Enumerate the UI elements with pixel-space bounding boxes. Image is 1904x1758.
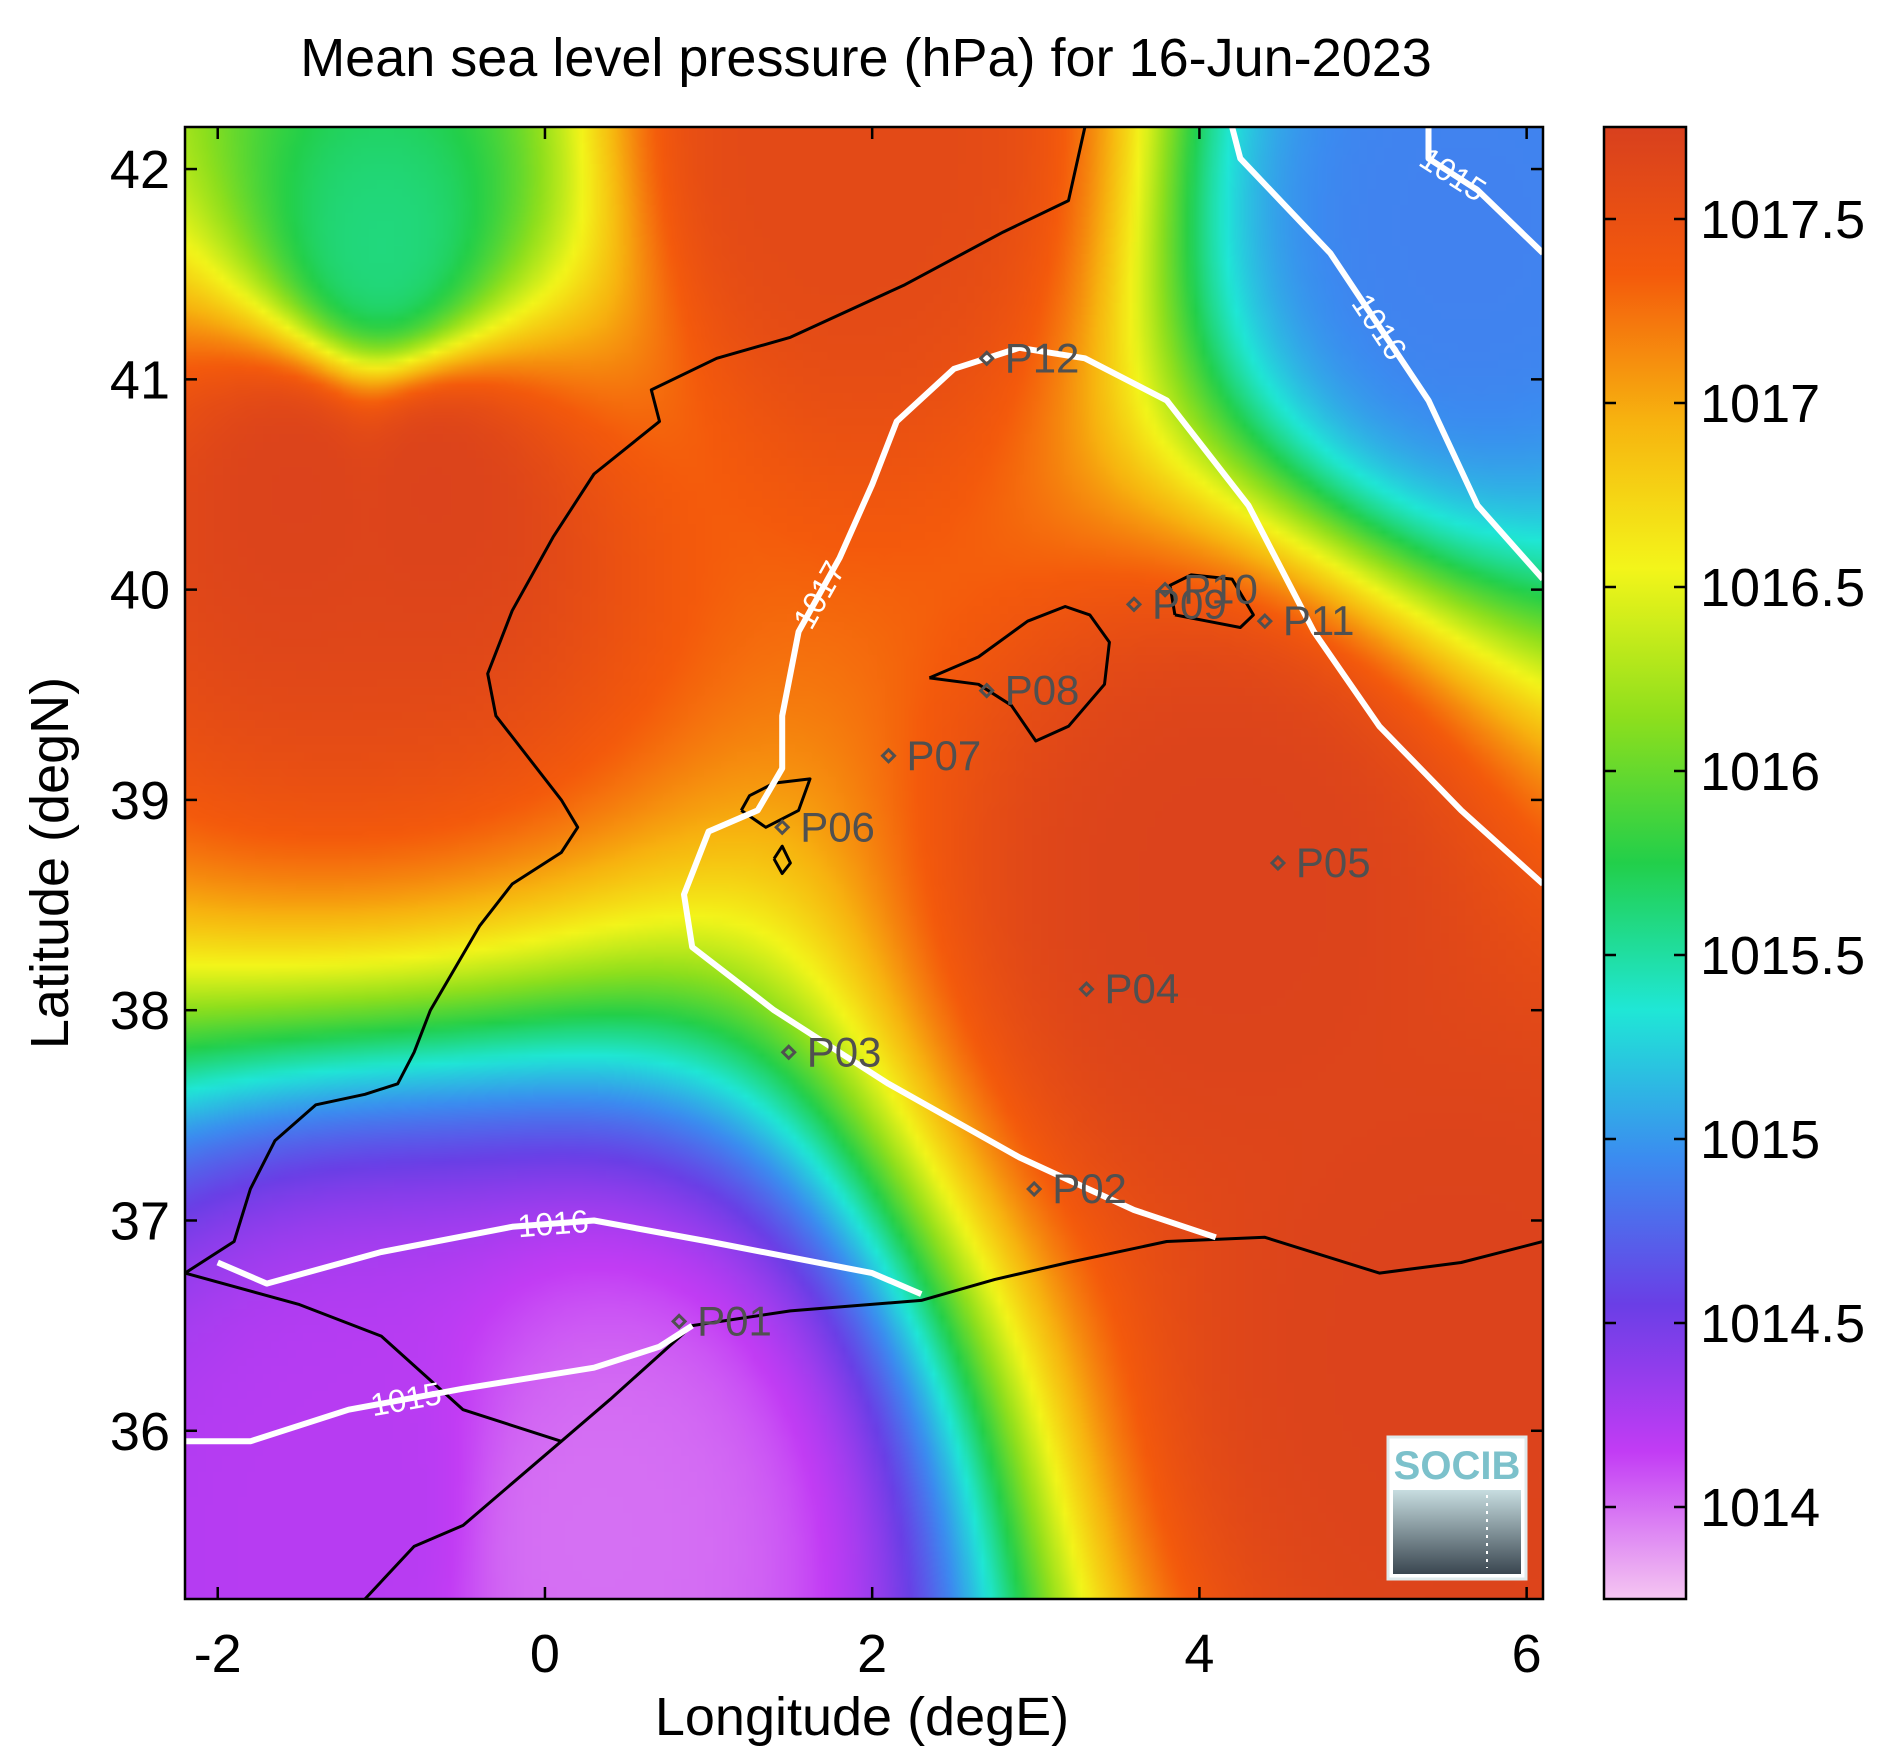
station-label: P03 bbox=[807, 1028, 882, 1075]
coastline bbox=[185, 1235, 1543, 1443]
colorbar-tick-label: 1017.5 bbox=[1700, 190, 1865, 250]
station-label: P12 bbox=[1005, 334, 1080, 381]
logo-text: SOCIB bbox=[1394, 1444, 1521, 1488]
station-label: P02 bbox=[1052, 1165, 1127, 1212]
logo-sea-graphic bbox=[1393, 1490, 1521, 1574]
coastline-layer bbox=[185, 127, 1543, 1599]
colorbar-tick-label: 1016.5 bbox=[1700, 558, 1865, 618]
colorbar-tick-label: 1017 bbox=[1700, 374, 1820, 434]
station-label: P05 bbox=[1296, 839, 1371, 886]
station-label: P08 bbox=[1005, 667, 1080, 714]
station-marker bbox=[670, 1313, 688, 1330]
colorbar-tick-label: 1015.5 bbox=[1700, 926, 1865, 986]
coastline bbox=[928, 605, 1111, 743]
station-label: P01 bbox=[697, 1297, 772, 1344]
station-label: P11 bbox=[1283, 597, 1355, 644]
station-label: P07 bbox=[907, 732, 982, 779]
isobar-1016 bbox=[216, 1217, 923, 1297]
colorbar-tick-label: 1014 bbox=[1700, 1478, 1820, 1538]
station-marker bbox=[1026, 1180, 1043, 1198]
x-tick-label: -2 bbox=[194, 1624, 242, 1684]
x-tick-label: 0 bbox=[530, 1624, 560, 1684]
y-axis-label: Latitude (degN) bbox=[20, 677, 80, 1049]
y-tick-label: 36 bbox=[110, 1402, 170, 1462]
y-axis: 36 37 38 39 40 41 42 bbox=[110, 140, 1543, 1462]
y-tick-label: 41 bbox=[110, 350, 170, 410]
station-marker bbox=[774, 819, 791, 836]
colorbar: 1014 1014.5 1015 1015.5 1016 1016.5 1017 1017.5 bbox=[1602, 125, 1865, 1601]
socib-logo: SOCIB bbox=[1386, 1435, 1528, 1581]
x-tick-label: 6 bbox=[1512, 1624, 1542, 1684]
pressure-heatmap bbox=[185, 127, 1543, 1599]
colorbar-frame bbox=[1602, 125, 1688, 1601]
x-axis: -2 0 2 4 6 bbox=[194, 127, 1542, 1684]
station-marker bbox=[1125, 596, 1143, 613]
y-tick-label: 38 bbox=[110, 981, 170, 1041]
y-tick-label: 37 bbox=[110, 1191, 170, 1251]
colorbar-tick-label: 1014.5 bbox=[1700, 1294, 1865, 1354]
coastline bbox=[772, 844, 792, 875]
station-marker bbox=[1156, 581, 1174, 598]
y-tick-label: 42 bbox=[110, 140, 170, 200]
station-label: P04 bbox=[1105, 965, 1180, 1012]
isobar-1016 bbox=[1229, 127, 1543, 582]
x-tick-label: 2 bbox=[857, 1624, 887, 1684]
station-marker bbox=[978, 350, 995, 367]
y-tick-label: 40 bbox=[110, 561, 170, 621]
coastline bbox=[185, 127, 1087, 1275]
x-tick-label: 4 bbox=[1184, 1624, 1214, 1684]
station-marker bbox=[880, 747, 897, 764]
isobar-1015 bbox=[185, 1323, 694, 1445]
colorbar-tick-label: 1016 bbox=[1700, 742, 1820, 802]
isobar-label: 1016 bbox=[516, 1203, 590, 1244]
station-label: P09 bbox=[1152, 580, 1227, 627]
station-label: P06 bbox=[800, 803, 875, 850]
coastline bbox=[739, 777, 812, 829]
station-marker bbox=[978, 682, 995, 699]
coastline bbox=[363, 1440, 563, 1599]
isobar-1017 bbox=[681, 344, 1543, 1241]
y-tick-label: 39 bbox=[110, 771, 170, 831]
chart-title: Mean sea level pressure (hPa) for 16-Jun… bbox=[300, 28, 1432, 88]
coastline bbox=[1168, 573, 1255, 629]
x-axis-label: Longitude (degE) bbox=[655, 1687, 1069, 1747]
station-marker bbox=[1078, 981, 1095, 998]
colorbar-tick-label: 1015 bbox=[1700, 1110, 1820, 1170]
station-marker bbox=[780, 1044, 797, 1061]
colorbar-gradient bbox=[1604, 127, 1686, 1599]
colorbar-ticks: 1014 1014.5 1015 1015.5 1016 1016.5 1017 1017.5 bbox=[1604, 190, 1865, 1538]
station-marker bbox=[1256, 613, 1273, 630]
station-label: P10 bbox=[1183, 566, 1258, 613]
plot-frame bbox=[183, 125, 1545, 1601]
isobar-1015 bbox=[1425, 127, 1543, 256]
station-marker bbox=[1269, 854, 1287, 872]
